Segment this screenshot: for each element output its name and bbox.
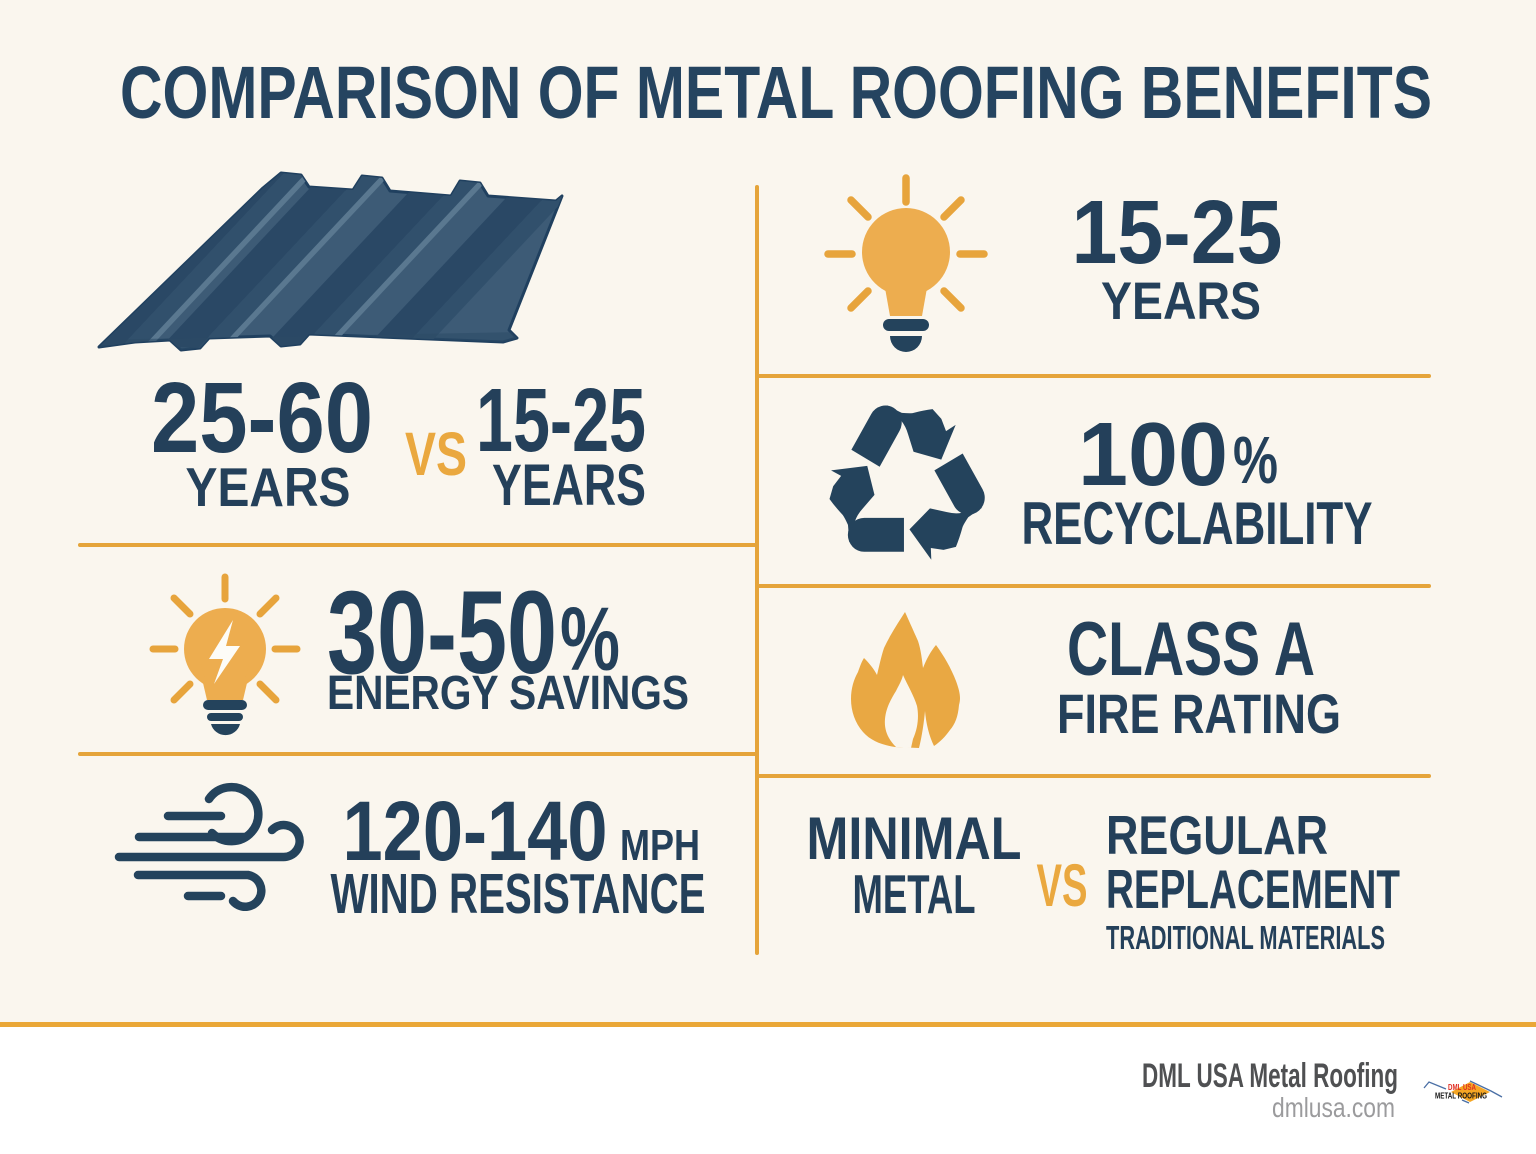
svg-text:%: %	[560, 590, 620, 690]
svg-text:ENERGY SAVINGS: ENERGY SAVINGS	[327, 667, 689, 720]
svg-text:15-25: 15-25	[476, 371, 646, 471]
svg-text:VS: VS	[1037, 852, 1088, 919]
svg-text:DML USA: DML USA	[1448, 1082, 1476, 1092]
svg-text:METAL ROOFING: METAL ROOFING	[1435, 1092, 1487, 1101]
svg-text:YEARS: YEARS	[186, 456, 351, 518]
svg-text:METAL: METAL	[853, 863, 976, 925]
svg-text:REGULAR: REGULAR	[1106, 804, 1328, 866]
svg-text:YEARS: YEARS	[1101, 272, 1261, 331]
svg-text:CLASS A: CLASS A	[1067, 607, 1315, 692]
svg-text:15-25: 15-25	[1072, 183, 1283, 283]
svg-text:FIRE RATING: FIRE RATING	[1057, 682, 1341, 745]
svg-text:RECYCLABILITY: RECYCLABILITY	[1022, 490, 1373, 557]
svg-text:COMPARISON OF METAL ROOFING BE: COMPARISON OF METAL ROOFING BENEFITS	[120, 51, 1432, 134]
svg-text:MINIMAL: MINIMAL	[807, 805, 1022, 872]
svg-text:YEARS: YEARS	[492, 453, 646, 518]
svg-text:MPH: MPH	[620, 821, 700, 870]
svg-text:30-50: 30-50	[327, 567, 557, 699]
svg-text:WIND RESISTANCE: WIND RESISTANCE	[331, 862, 706, 926]
svg-text:%: %	[1233, 423, 1278, 498]
svg-text:25-60: 25-60	[151, 362, 373, 474]
svg-text:dmlusa.com: dmlusa.com	[1272, 1092, 1395, 1123]
svg-text:TRADITIONAL MATERIALS: TRADITIONAL MATERIALS	[1106, 919, 1385, 956]
svg-text:DML USA Metal Roofing: DML USA Metal Roofing	[1142, 1057, 1398, 1095]
svg-text:100: 100	[1078, 405, 1228, 505]
svg-text:REPLACEMENT: REPLACEMENT	[1106, 858, 1400, 920]
svg-text:120-140: 120-140	[343, 784, 608, 878]
svg-text:VS: VS	[405, 420, 467, 488]
